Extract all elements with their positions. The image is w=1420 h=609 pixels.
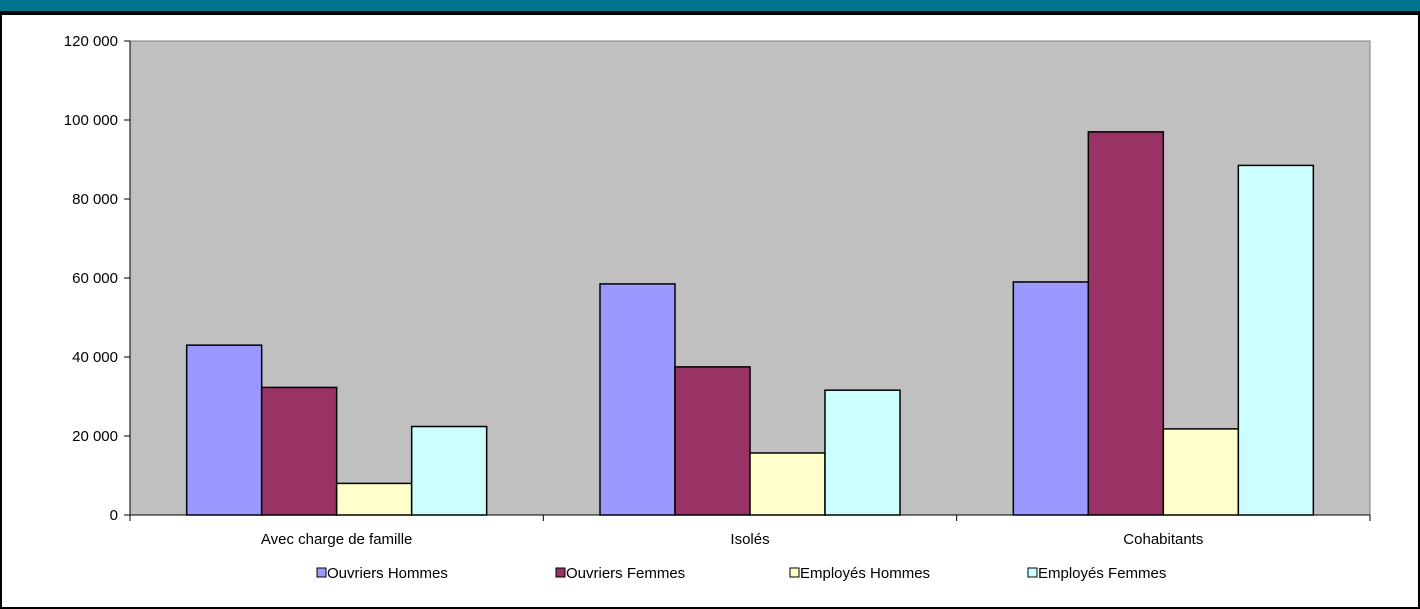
legend-swatch xyxy=(789,567,800,578)
bar-1-3 xyxy=(1012,281,1090,516)
legend-label: Ouvriers Hommes xyxy=(327,565,448,582)
bar-2-1 xyxy=(260,386,338,516)
bar-1-2 xyxy=(599,283,676,516)
y-tick-label: 20 000 xyxy=(72,428,118,445)
legend-swatch xyxy=(555,567,566,578)
x-tick-label: Isolés xyxy=(730,531,769,548)
bar-4-1 xyxy=(410,425,488,516)
x-tick-label: Avec charge de famille xyxy=(261,531,412,548)
bar-3-3 xyxy=(1162,428,1240,516)
y-tick-label: 120 000 xyxy=(64,33,118,50)
bar-2-3 xyxy=(1087,131,1165,516)
x-tick-label: Cohabitants xyxy=(1123,531,1203,548)
y-tick-label: 100 000 xyxy=(64,112,118,129)
y-axis: 0 20 000 40 000 60 000 80 000 100 000 120 000 xyxy=(64,33,131,524)
bar-2-2 xyxy=(674,366,751,516)
legend-swatch xyxy=(316,567,327,578)
legend: Ouvriers Hommes Ouvriers Femmes Employés H… xyxy=(316,565,1166,582)
legend-swatch xyxy=(1027,567,1038,578)
bars-group xyxy=(185,131,1315,516)
x-axis: Avec charge de famille Isolés Cohabitants xyxy=(129,514,1371,548)
bar-4-2 xyxy=(824,389,901,516)
legend-label: Ouvriers Femmes xyxy=(566,565,685,582)
header-bar xyxy=(0,0,1420,13)
y-tick-label: 60 000 xyxy=(72,270,118,287)
bar-3-1 xyxy=(335,482,413,516)
y-tick-label: 40 000 xyxy=(72,349,118,366)
bar-4-3 xyxy=(1237,164,1315,516)
legend-label: Employés Hommes xyxy=(800,565,930,582)
y-tick-label: 0 xyxy=(110,507,118,524)
legend-label: Employés Femmes xyxy=(1038,565,1166,582)
bar-1-1 xyxy=(185,344,263,516)
bar-3-2 xyxy=(749,452,826,516)
y-tick-label: 80 000 xyxy=(72,191,118,208)
